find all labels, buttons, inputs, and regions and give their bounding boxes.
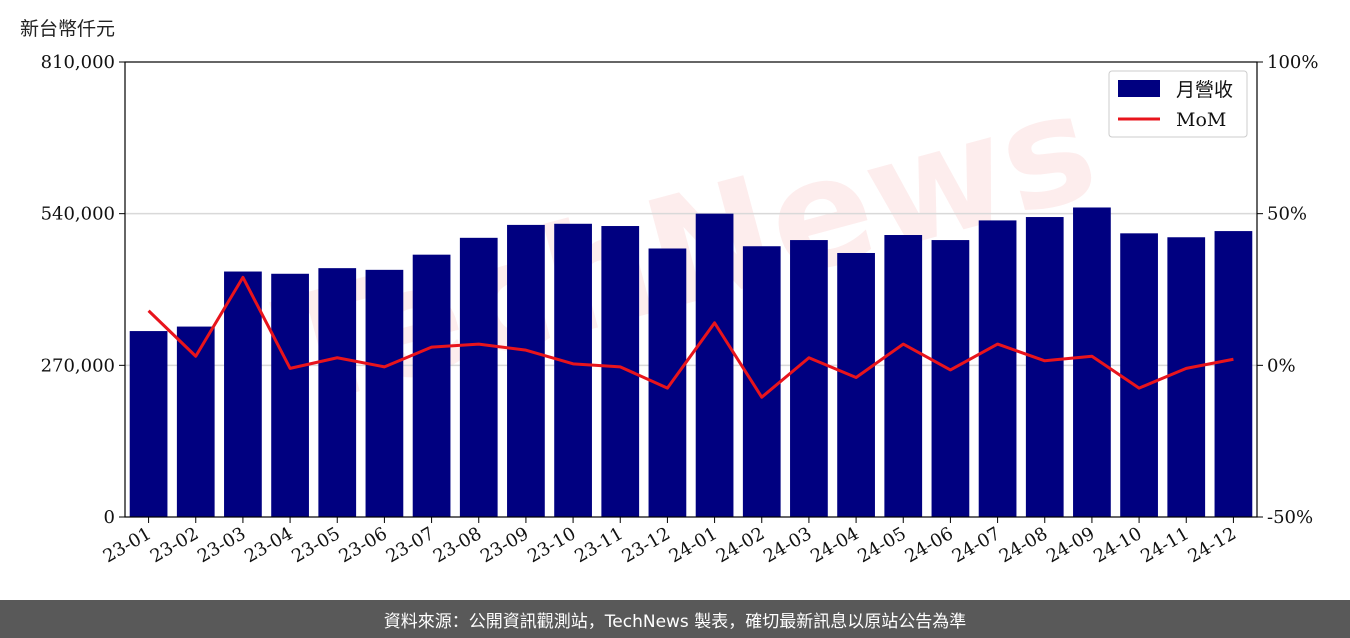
x-tick-label: 23-05 [288, 523, 343, 567]
revenue-bar [459, 237, 498, 517]
x-tick-label: 23-10 [524, 523, 579, 567]
revenue-bar [318, 268, 357, 517]
x-tick-label: 24-11 [1137, 523, 1192, 567]
x-tick-label: 23-07 [383, 523, 438, 567]
revenue-bar [554, 223, 592, 517]
mom-line [147, 275, 1234, 399]
x-tick-label: 23-02 [147, 523, 202, 567]
y-right-tick-label: 100% [1267, 52, 1318, 73]
revenue-bar [365, 269, 404, 517]
x-tick-label: 23-04 [241, 523, 296, 567]
revenue-bar [1167, 237, 1206, 517]
legend-line-label: MoM [1176, 109, 1226, 131]
revenue-bar [1120, 233, 1158, 518]
x-tick-label: 23-08 [430, 523, 485, 567]
x-tick-label: 24-09 [1043, 523, 1098, 567]
source-footer: 資料來源：公開資訊觀測站，TechNews 製表，確切最新訊息以原站公告為準 [0, 600, 1350, 638]
revenue-bar [931, 240, 970, 517]
y-left-tick-label: 270,000 [41, 355, 115, 376]
revenue-bar [507, 224, 545, 517]
revenue-bar [884, 235, 923, 518]
x-tick-label: 23-06 [335, 523, 390, 567]
legend: 月營收 MoM [1108, 70, 1248, 138]
mom-line-series [147, 275, 1234, 399]
x-tick-label: 24-07 [949, 523, 1004, 567]
grid-lines [125, 212, 1257, 367]
x-tick-label: 24-02 [713, 523, 768, 567]
x-tick-label: 23-11 [571, 523, 626, 567]
x-tick-label: 24-06 [901, 523, 956, 567]
y-axis-unit-label: 新台幣仟元 [20, 18, 116, 40]
legend-bar-swatch [1118, 80, 1160, 97]
revenue-bar [742, 246, 781, 517]
y-right-tick-label: 0% [1267, 355, 1296, 376]
x-tick-label: 23-09 [477, 523, 532, 567]
x-tick-label: 24-03 [760, 523, 815, 567]
revenue-bar [412, 254, 451, 517]
y-left-tick-label: 540,000 [41, 204, 115, 225]
y-right-tick-label: 50% [1267, 204, 1307, 225]
revenue-bar [695, 213, 734, 517]
legend-bar-label: 月營收 [1176, 79, 1233, 101]
revenue-bar [224, 271, 262, 517]
x-tick-label: 24-01 [666, 523, 721, 567]
revenue-bar [129, 331, 168, 517]
plot-frame [124, 61, 1258, 518]
x-tick-label: 24-04 [807, 523, 862, 567]
x-tick-label: 23-12 [618, 523, 673, 567]
y-left-tick-label: 810,000 [41, 52, 115, 73]
y-right-tick-label: -50% [1267, 507, 1313, 528]
y-left-tick-label: 0 [104, 507, 115, 528]
x-tick-label: 23-03 [194, 523, 249, 567]
x-tick-label: 24-10 [1090, 523, 1145, 567]
revenue-chart: TechNews 0270,000540,000810,000-50%0%50%… [41, 52, 1319, 567]
revenue-bar [1214, 231, 1253, 517]
revenue-bar [837, 252, 875, 517]
x-tick-label: 24-12 [1184, 523, 1239, 567]
bar-series [129, 207, 1253, 518]
x-tick-label: 23-01 [100, 523, 155, 567]
revenue-bar [790, 240, 828, 517]
revenue-bar [1025, 217, 1064, 517]
revenue-bar [978, 220, 1017, 517]
x-tick-label: 24-05 [854, 523, 909, 567]
revenue-bar [1073, 207, 1111, 517]
revenue-bar [271, 273, 309, 517]
revenue-bar [176, 326, 215, 517]
x-tick-label: 24-08 [996, 523, 1051, 567]
source-footer-text: 資料來源：公開資訊觀測站，TechNews 製表，確切最新訊息以原站公告為準 [383, 611, 967, 632]
